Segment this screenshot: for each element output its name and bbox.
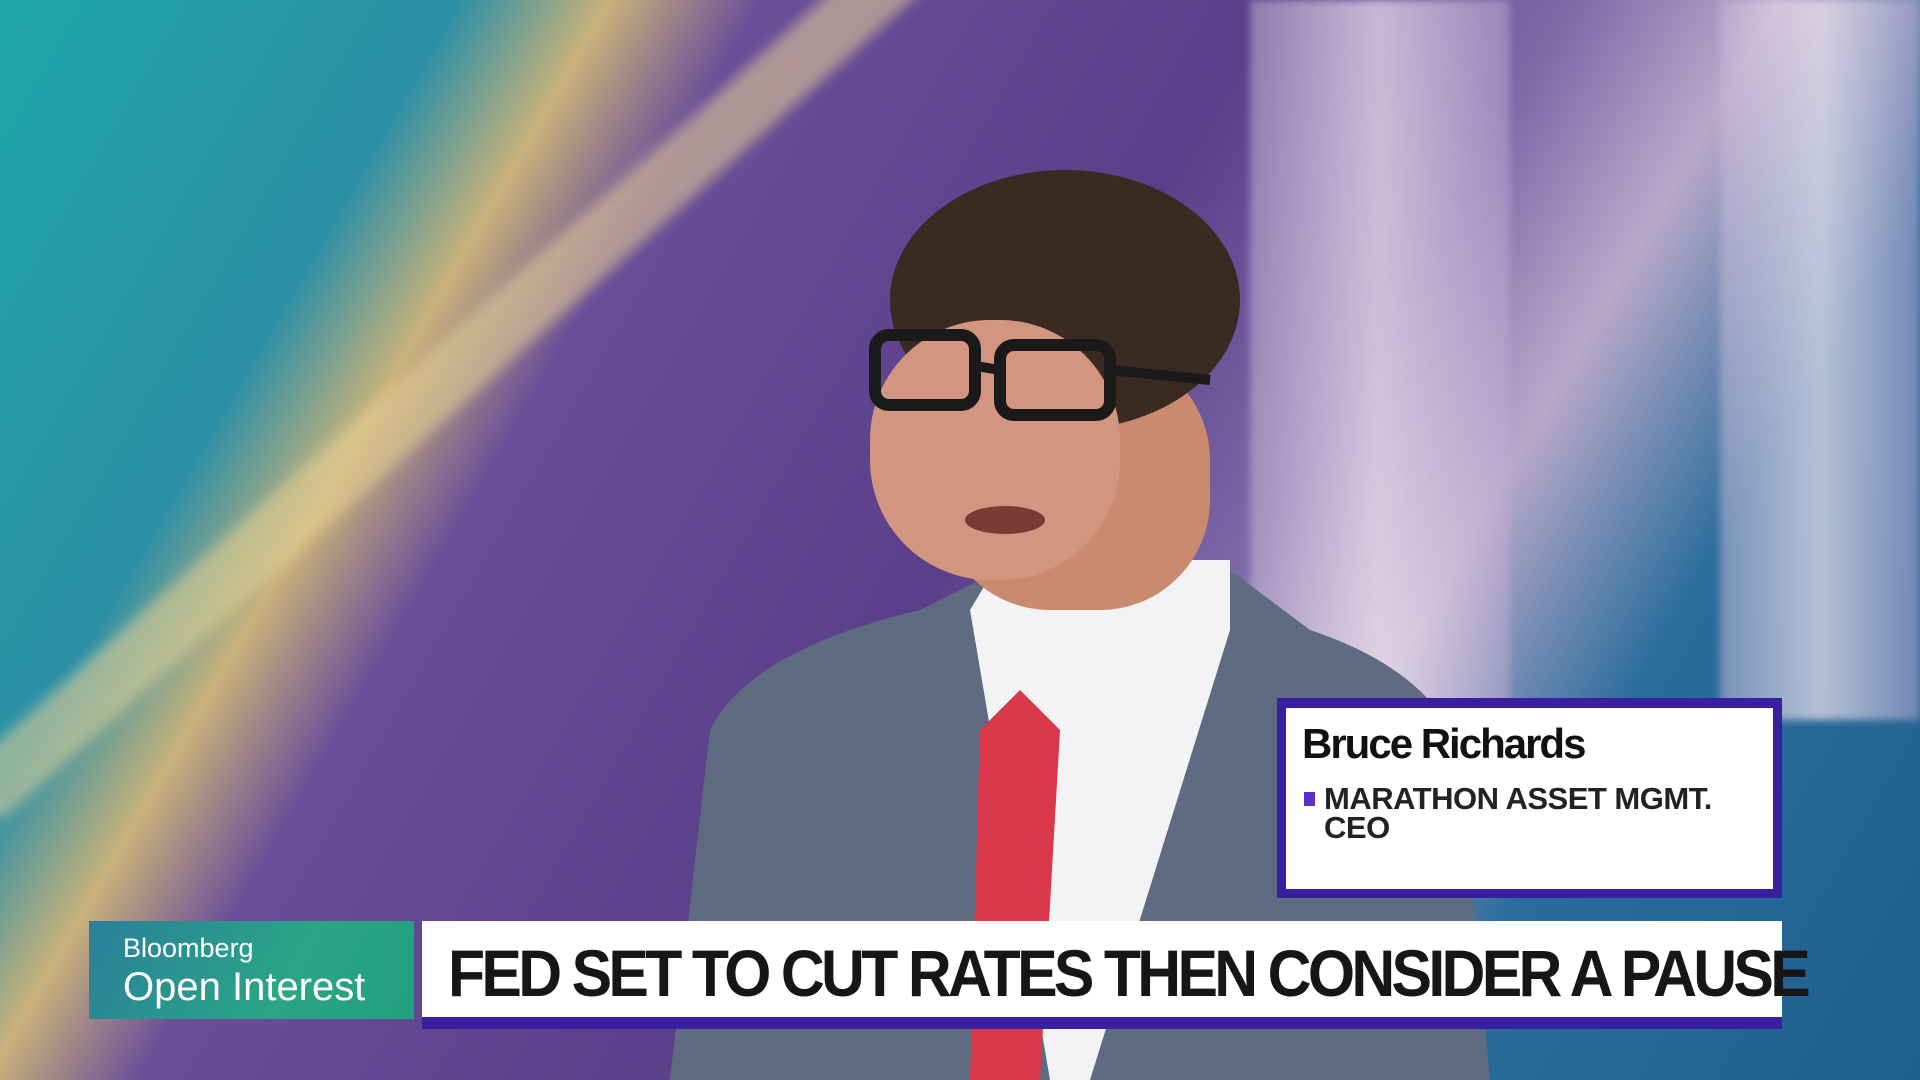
background-column — [1250, 0, 1510, 720]
background-column — [1720, 0, 1920, 720]
program-label: Open Interest — [123, 965, 366, 1009]
brand-label: Bloomberg — [123, 933, 254, 963]
headline-text: FED SET TO CUT RATES THEN CONSIDER A PAU… — [448, 936, 1811, 1010]
guest-name-card: Bruce Richards MARATHON ASSET MGMT. CEO — [1277, 698, 1782, 898]
guest-name: Bruce Richards — [1302, 720, 1586, 767]
bullet-icon — [1304, 792, 1315, 806]
show-logo: Bloomberg Open Interest — [89, 921, 414, 1019]
headline-bar: FED SET TO CUT RATES THEN CONSIDER A PAU… — [422, 921, 1811, 1029]
guest-title: MARATHON ASSET MGMT. CEO — [1324, 781, 1712, 845]
guest-role: CEO — [1324, 810, 1390, 845]
guest-affiliation: MARATHON ASSET MGMT. — [1324, 781, 1712, 816]
